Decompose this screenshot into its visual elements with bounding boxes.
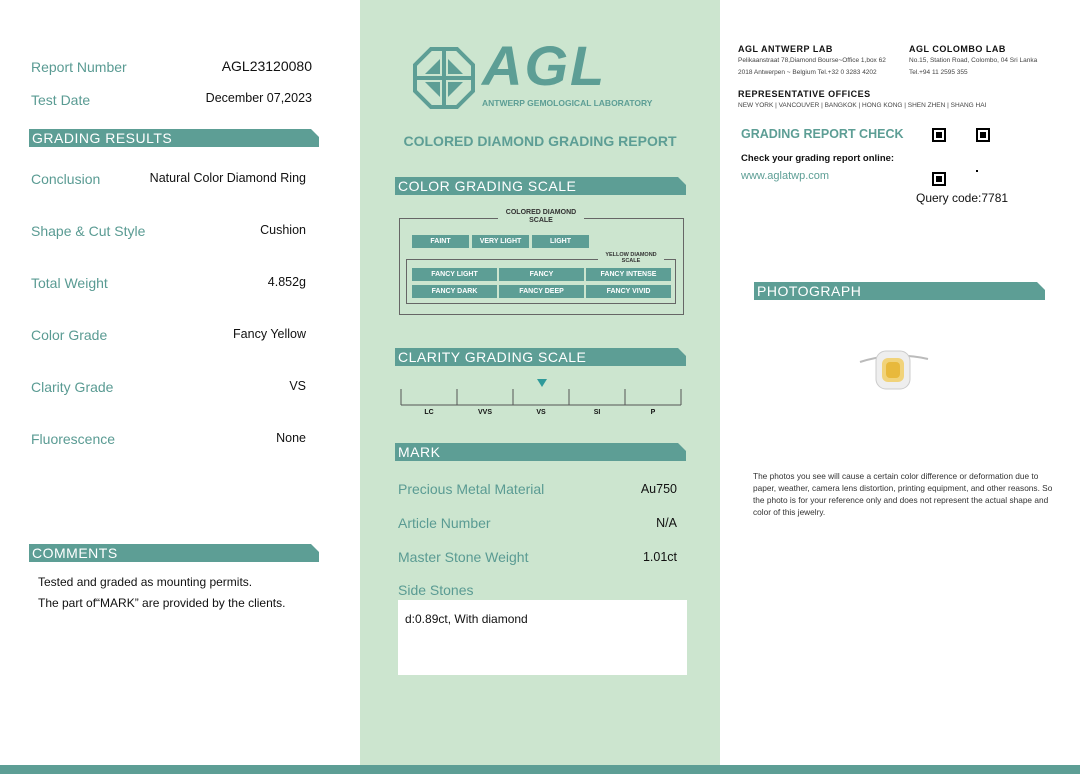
photograph-banner: PHOTOGRAPH	[754, 282, 1045, 300]
grading-results-banner: GRADING RESULTS	[29, 129, 319, 147]
offices-list: NEW YORK | VANCOUVER | BANGKOK | HONG KO…	[738, 102, 987, 109]
mark-label: Article Number	[398, 515, 491, 531]
report-check-title: GRADING REPORT CHECK	[741, 127, 904, 141]
mark-value: 1.01ct	[642, 550, 677, 564]
result-value: Natural Color Diamond Ring	[149, 171, 306, 185]
colombo-lab-title: AGL COLOMBO LAB	[909, 44, 1006, 54]
colored-diamond-scale-label: COLORED DIAMOND SCALE	[498, 209, 584, 225]
mark-value: N/A	[656, 516, 677, 530]
yellow-grade-chip: FANCY LIGHT	[412, 268, 497, 281]
result-label: Clarity Grade	[31, 379, 114, 395]
clarity-grade-label: LC	[424, 409, 434, 416]
address-line: Pelikaanstraat 78,Diamond Bourse~Office …	[738, 57, 886, 64]
address-line: No.15, Station Road, Colombo, 04 Sri Lan…	[909, 57, 1038, 64]
address-line: Tel.+94 11 2595 355	[909, 69, 968, 76]
address-line: 2018 Antwerpen ~ Belgium Tel.+32 0 3283 …	[738, 69, 877, 76]
comment-line: Tested and graded as mounting permits.	[38, 575, 253, 589]
mark-label: Precious Metal Material	[398, 481, 545, 497]
result-value: 4.852g	[267, 275, 306, 289]
clarity-grade-label: VVS	[477, 409, 492, 416]
colombo-address: No.15, Station Road, Colombo, 04 Sri Lan…	[909, 55, 1037, 79]
check-url[interactable]: www.aglatwp.com	[741, 170, 830, 182]
offices-title: REPRESENTATIVE OFFICES	[738, 89, 871, 99]
test-date: December 07,2023	[205, 91, 312, 105]
yellow-grade-chip: FANCY INTENSE	[586, 268, 671, 281]
mark-value: Au750	[640, 482, 677, 496]
side-stones-label: Side Stones	[398, 582, 474, 598]
agl-logo-emblem	[413, 47, 475, 109]
comment-line: The part of“MARK” are provided by the cl…	[38, 596, 286, 610]
report-number: AGL23120080	[221, 58, 312, 74]
yellow-grade-chip: FANCY	[499, 268, 584, 281]
antwerp-lab-title: AGL ANTWERP LAB	[738, 44, 833, 54]
yellow-grade-chip: FANCY VIVID	[586, 285, 671, 298]
comments-banner: COMMENTS	[29, 544, 319, 562]
colored-grade-chip: LIGHT	[532, 235, 589, 248]
query-code: Query code:7781	[916, 191, 1009, 205]
result-label: Conclusion	[31, 171, 101, 187]
side-stones-field: d:0.89ct, With diamond	[398, 600, 687, 675]
qr-code[interactable]	[932, 128, 990, 186]
result-label: Fluorescence	[31, 431, 116, 447]
colored-grade-chip: FAINT	[412, 235, 469, 248]
photo-disclaimer: The photos you see will cause a certain …	[753, 471, 1053, 517]
check-text: Check your grading report online:	[741, 153, 895, 164]
mark-banner: MARK	[395, 443, 686, 461]
clarity-grade-label: P	[650, 409, 656, 416]
report-number-label: Report Number	[31, 59, 127, 75]
yellow-diamond-scale-label: YELLOW DIAMOND SCALE	[598, 252, 664, 264]
result-value: Fancy Yellow	[233, 327, 306, 341]
agl-logo-text: AGL	[482, 34, 607, 97]
label-line: YELLOW DIAMOND	[605, 252, 657, 258]
result-value: Cushion	[260, 223, 306, 237]
clarity-scale-banner: CLARITY GRADING SCALE	[395, 348, 686, 366]
selected-marker-icon	[537, 379, 547, 387]
color-scale-banner: COLOR GRADING SCALE	[395, 177, 686, 195]
result-label: Shape & Cut Style	[31, 223, 146, 239]
yellow-grade-chip: FANCY DARK	[412, 285, 497, 298]
yellow-diamond-scale-box	[406, 259, 676, 304]
label-line: COLORED DIAMOND	[505, 209, 577, 216]
result-label: Color Grade	[31, 327, 108, 343]
clarity-grade-label: SI	[593, 409, 601, 416]
clarity-scale	[400, 379, 682, 406]
mark-label: Master Stone Weight	[398, 549, 529, 565]
yellow-grade-chip: FANCY DEEP	[499, 285, 584, 298]
test-date-label: Test Date	[31, 92, 91, 108]
label-line: SCALE	[621, 258, 641, 264]
antwerp-address: Pelikaanstraat 78,Diamond Bourse~Office …	[738, 55, 886, 79]
result-value: VS	[289, 379, 306, 393]
bottom-bar	[0, 765, 1080, 774]
clarity-grade-label: VS	[536, 409, 546, 416]
report-title: COLORED DIAMOND GRADING REPORT	[403, 133, 677, 149]
agl-logo-subtitle: ANTWERP GEMOLOGICAL LABORATORY	[482, 98, 653, 108]
label-line: SCALE	[529, 217, 553, 224]
result-label: Total Weight	[31, 275, 108, 291]
result-value: None	[276, 431, 306, 445]
ring-photo	[859, 350, 929, 390]
colored-grade-chip: VERY LIGHT	[472, 235, 529, 248]
